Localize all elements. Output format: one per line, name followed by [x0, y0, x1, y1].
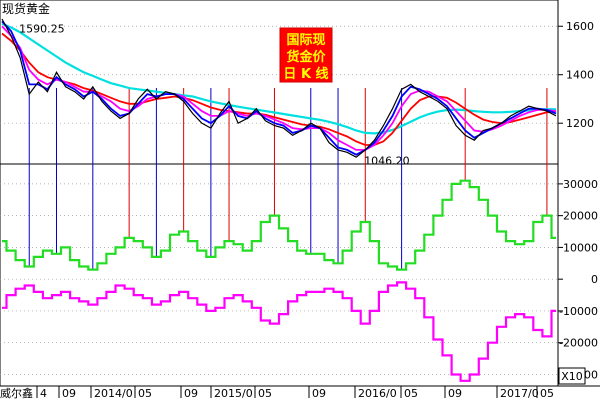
main-chart-title: 现货黄金 — [2, 1, 50, 16]
annotation-1: 1046.20 — [364, 154, 410, 167]
xtick-label-9: 05 — [404, 387, 418, 400]
price-series-3 — [1, 32, 557, 146]
price-ytick-label-2: 1600 — [566, 20, 594, 33]
xtick-label-10: 09 — [448, 387, 462, 400]
xtick-label-5: 2015/0 — [214, 387, 253, 400]
unit-label: X10 — [561, 370, 583, 383]
xtick-label-3: 05 — [138, 387, 152, 400]
osc-ytick-label-2: 10000 — [563, 241, 598, 254]
overlay-label-line-1: 国际现 — [286, 33, 325, 48]
price-ytick-label-1: 1400 — [566, 69, 594, 82]
overlay-label-line-2: 货金价 — [286, 49, 326, 65]
osc-ytick-label-5: -20000 — [559, 337, 598, 350]
xtick-label-0: 4 — [40, 387, 47, 400]
price-series-0 — [1, 18, 557, 158]
overlay-label-line-3: 日 K 线 — [283, 66, 328, 82]
xtick-label-2: 2014/0 — [94, 387, 133, 400]
xtick-label-1: 09 — [62, 387, 76, 400]
unit-label-box: X10 — [558, 367, 586, 385]
osc-ytick-label-4: -10000 — [559, 305, 598, 318]
indicator-title: 威尔鑫 — [0, 386, 33, 400]
annotation-0: 1590.25 — [19, 23, 65, 36]
price-ytick-label-0: 1200 — [566, 117, 594, 130]
osc-series-0 — [2, 179, 556, 271]
osc-ytick-label-3: 0 — [591, 273, 598, 286]
osc-ytick-label-1: 20000 — [563, 210, 598, 223]
xtick-label-6: 05 — [258, 387, 272, 400]
xtick-label-11: 2017/0 — [500, 387, 539, 400]
osc-series-1 — [2, 281, 556, 382]
overlay-label-box: 国际现 货金价 日 K 线 — [279, 27, 333, 83]
xtick-label-12: 05 — [540, 387, 554, 400]
price-series-1 — [1, 20, 557, 156]
xtick-label-7: 09 — [312, 387, 326, 400]
price-series-4 — [1, 22, 556, 135]
xtick-label-8: 2016/0 — [358, 387, 397, 400]
xtick-label-4: 09 — [184, 387, 198, 400]
osc-ytick-label-0: 30000 — [563, 178, 598, 191]
